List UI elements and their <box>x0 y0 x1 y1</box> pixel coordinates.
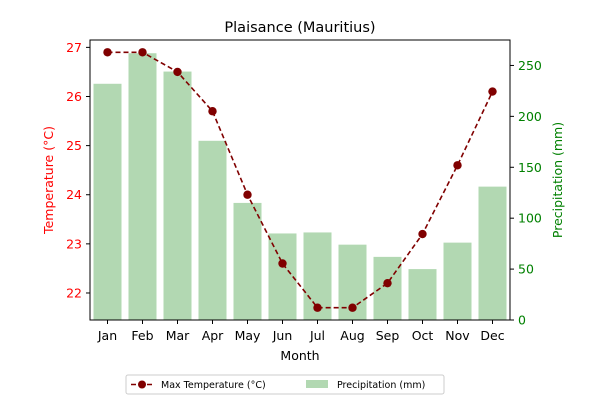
temperature-line <box>107 51 494 309</box>
precip-bar-feb <box>128 53 157 321</box>
temp-point-oct <box>418 229 427 239</box>
x-tick-label: Mar <box>166 328 190 343</box>
temperature-line-layer <box>103 48 497 312</box>
x-tick-label: May <box>235 328 261 343</box>
left-axis-ticks: 22 23 24 25 26 27 <box>66 40 90 300</box>
precip-bar-nov <box>443 242 472 320</box>
left-axis-label: Temperature (°C) <box>41 126 56 235</box>
x-tick-label: Aug <box>340 328 364 343</box>
temp-point-jul <box>313 303 322 312</box>
temp-point-jun <box>278 259 287 268</box>
x-tick-label: Nov <box>445 328 470 343</box>
right-axis-ticks: 0 50 100 150 200 250 <box>510 58 542 328</box>
left-tick-label: 27 <box>66 40 82 55</box>
precip-bar-dec <box>478 186 507 320</box>
temp-point-nov <box>453 161 462 170</box>
x-tick-label: Feb <box>131 328 153 343</box>
right-tick-label: 250 <box>518 58 542 73</box>
precipitation-bars <box>93 53 507 321</box>
left-tick-label: 24 <box>66 187 82 202</box>
x-axis-label: Month <box>280 348 319 363</box>
precip-bar-jan <box>93 83 122 320</box>
precip-bar-apr <box>198 140 227 320</box>
legend-box <box>125 374 445 395</box>
temp-point-mar <box>173 67 182 77</box>
legend-bar-swatch <box>306 380 328 388</box>
temp-point-apr <box>208 107 217 116</box>
right-tick-label: 50 <box>518 262 534 277</box>
x-axis-ticks: Jan Feb Mar Apr May Jun Jul Aug Sep Oct Nov Dec <box>97 320 505 343</box>
right-tick-label: 0 <box>518 313 526 328</box>
x-tick-label: Sep <box>376 328 400 343</box>
left-tick-label: 26 <box>66 89 82 104</box>
right-tick-label: 200 <box>518 109 542 124</box>
temp-point-aug <box>348 303 357 312</box>
x-tick-label: Jul <box>309 328 325 343</box>
chart-title: Plaisance (Mauritius) <box>224 20 375 36</box>
precip-bar-oct <box>408 269 437 320</box>
precip-bar-mar <box>163 71 192 321</box>
temp-point-sep <box>383 278 392 288</box>
x-tick-label: Apr <box>202 328 224 343</box>
left-tick-label: 22 <box>66 285 82 300</box>
legend-label-precipitation: Precipitation (mm) <box>337 380 425 391</box>
temp-point-feb <box>138 48 147 57</box>
temp-point-may <box>243 190 252 199</box>
precip-bar-jun <box>268 233 297 320</box>
legend-marker-swatch <box>138 380 146 389</box>
left-tick-label: 25 <box>66 138 82 153</box>
temp-point-dec <box>488 87 497 96</box>
x-tick-label: Dec <box>480 328 504 343</box>
precip-bar-sep <box>373 256 402 320</box>
left-tick-label: 23 <box>66 236 82 251</box>
right-tick-label: 150 <box>518 160 542 175</box>
legend-label-temperature: Max Temperature (°C) <box>161 380 266 391</box>
legend: Max Temperature (°C) Precipitation (mm) <box>125 374 445 395</box>
x-tick-label: Oct <box>412 328 434 343</box>
plot-frame <box>89 39 511 321</box>
right-tick-label: 100 <box>518 211 542 226</box>
x-tick-label: Jun <box>272 328 293 343</box>
right-axis-label: Precipitation (mm) <box>550 122 565 238</box>
precip-bar-may <box>233 202 262 320</box>
temp-point-jan <box>103 48 112 57</box>
x-tick-label: Jan <box>97 328 117 343</box>
